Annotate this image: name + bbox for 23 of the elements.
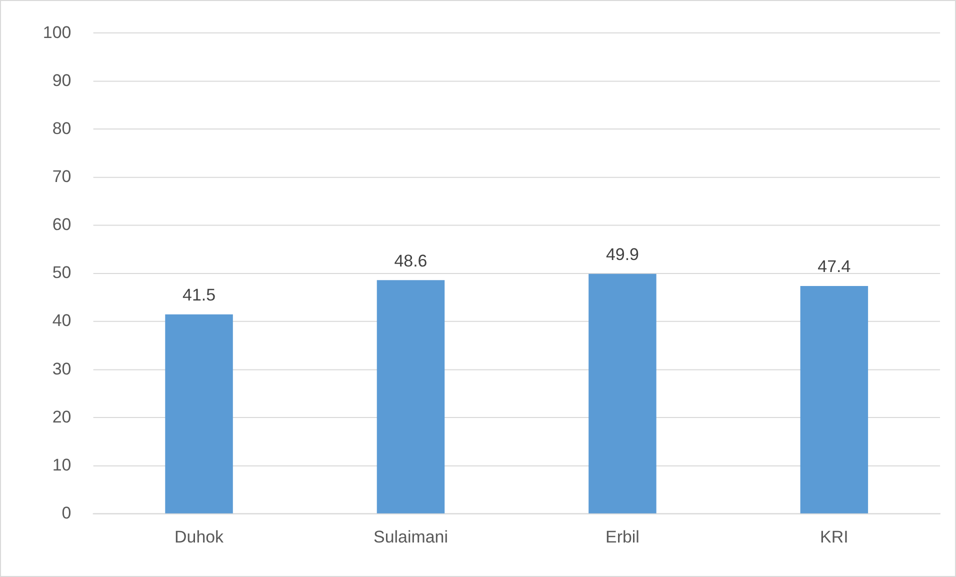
y-tick-label: 10 [52, 455, 72, 474]
y-tick-label: 90 [52, 70, 72, 90]
bar [800, 286, 868, 514]
x-tick-label: KRI [820, 528, 848, 547]
y-tick-label: 100 [42, 22, 72, 42]
x-tick-label: Sulaimani [374, 528, 448, 547]
x-tick-label: Erbil [606, 528, 640, 547]
y-tick-label: 30 [52, 359, 72, 378]
y-tick-label: 70 [52, 166, 72, 186]
y-tick-label: 80 [52, 118, 72, 138]
y-tick-label: 20 [52, 407, 72, 426]
y-tick-label: 0 [62, 504, 72, 522]
bar [165, 314, 233, 514]
x-tick-label: Duhok [174, 528, 224, 547]
data-label: 41.5 [182, 286, 216, 305]
bar [588, 274, 656, 514]
data-label: 48.6 [394, 251, 428, 270]
y-tick-label: 50 [52, 263, 72, 282]
data-label: 49.9 [606, 245, 639, 264]
bar [376, 280, 445, 514]
y-tick-label: 40 [52, 311, 72, 330]
data-label: 47.4 [818, 257, 851, 276]
y-tick-label: 60 [52, 215, 72, 234]
